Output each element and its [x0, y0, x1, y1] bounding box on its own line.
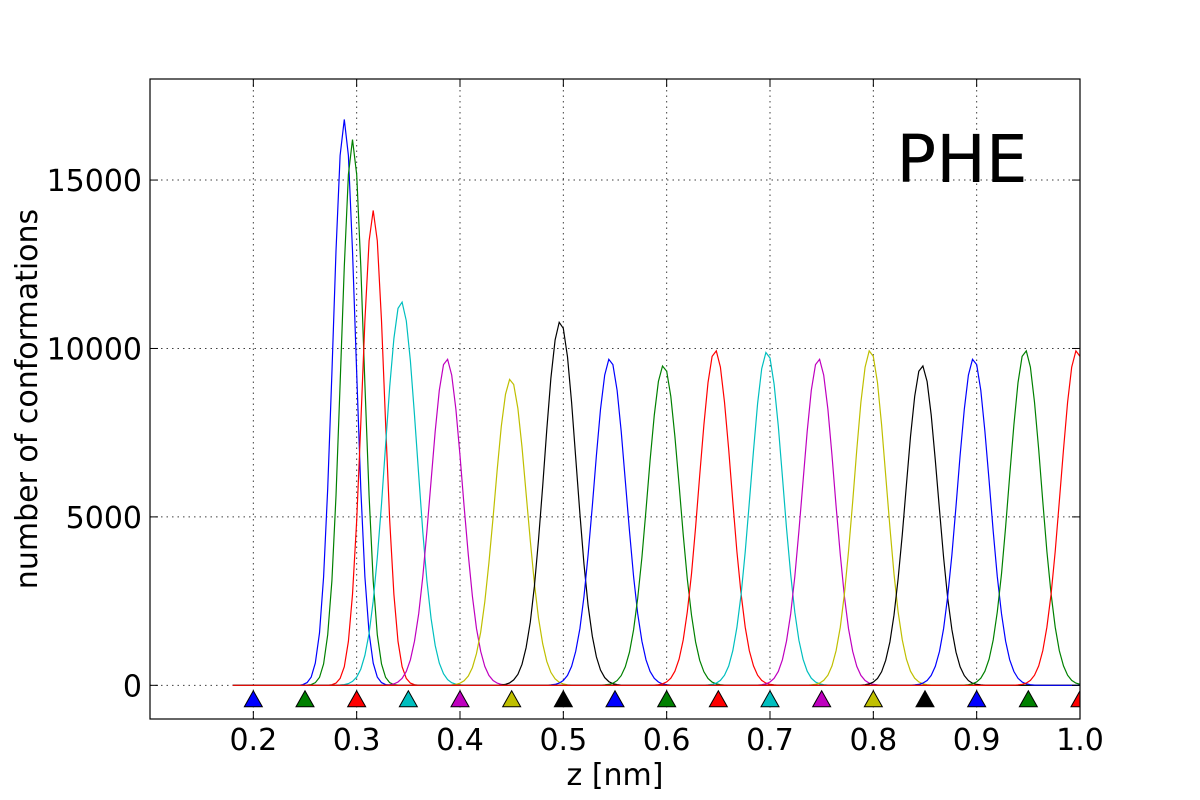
- window-marker: [811, 689, 832, 708]
- window-marker: [915, 689, 935, 708]
- window-marker: [708, 689, 729, 708]
- x-tick-label: 0.3: [333, 723, 381, 758]
- window-marker: [243, 689, 264, 708]
- x-tick-label: 0.8: [849, 723, 897, 758]
- marker-layer: [243, 689, 1080, 708]
- y-tick-label: 15000: [47, 164, 142, 199]
- tick-marks: [150, 79, 1081, 719]
- window-marker: [450, 689, 470, 708]
- x-tick-label: 0.9: [953, 723, 1001, 758]
- x-tick-label: 0.5: [539, 723, 587, 758]
- y-tick-label: 0: [123, 669, 142, 704]
- window-marker: [295, 689, 315, 708]
- x-tick-label: 1.0: [1056, 723, 1104, 758]
- window-marker: [553, 689, 574, 708]
- series-layer: [232, 119, 1080, 686]
- window-marker: [1018, 689, 1039, 708]
- x-tick-labels: 0.2 0.3 0.4 0.5 0.6 0.7 0.8 0.9 1.0: [229, 723, 1103, 758]
- chart-annotation: PHE: [896, 121, 1027, 198]
- x-axis-label: z [nm]: [567, 758, 664, 793]
- window-marker: [656, 689, 677, 708]
- y-tick-labels: 0 5000 10000 15000: [47, 164, 142, 704]
- y-tick-label: 10000: [47, 332, 142, 367]
- window-marker: [398, 689, 419, 708]
- window-marker: [605, 689, 625, 708]
- window-marker: [966, 689, 987, 708]
- y-axis-label: number of conformations: [10, 209, 45, 589]
- x-tick-label: 0.7: [746, 723, 794, 758]
- window-marker: [863, 689, 884, 708]
- x-tick-label: 0.2: [229, 723, 277, 758]
- plot-frame: [149, 78, 1081, 720]
- plot-background: [150, 79, 1080, 719]
- window-marker: [501, 689, 522, 708]
- y-tick-label: 5000: [66, 501, 142, 536]
- window-marker: [760, 689, 780, 708]
- window-marker: [346, 689, 367, 708]
- x-tick-label: 0.4: [436, 723, 484, 758]
- window-marker: [1070, 689, 1080, 708]
- series-line: [232, 349, 1080, 686]
- x-tick-label: 0.6: [643, 723, 691, 758]
